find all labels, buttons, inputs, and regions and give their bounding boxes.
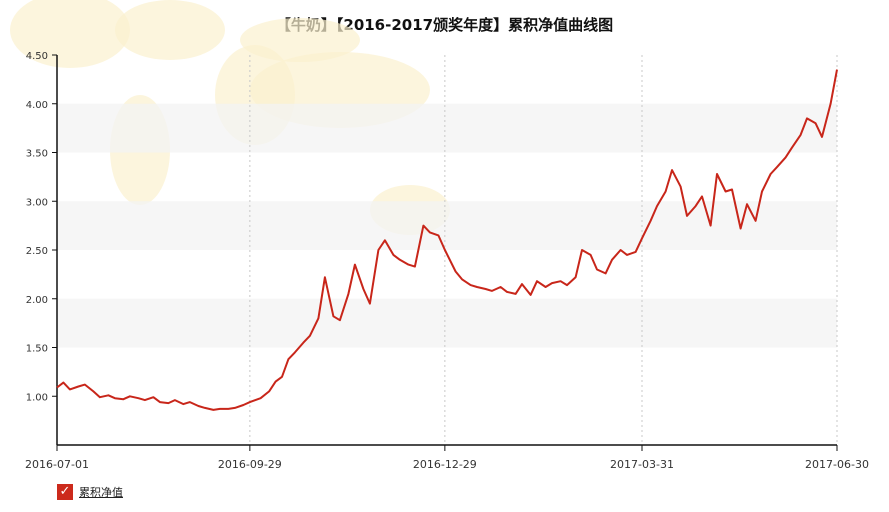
y-tick-label: 1.50: [26, 344, 48, 355]
legend-checkbox-icon[interactable]: ✓: [57, 484, 73, 500]
chart-title: 【牛奶】【2016-2017颁奖年度】累积净值曲线图: [275, 16, 614, 34]
series-line: [56, 69, 838, 411]
grid-band: [57, 103, 837, 153]
map-blob-6: [240, 18, 360, 62]
x-tick-label: 2016-09-29: [218, 458, 282, 471]
legend-label: 累积净值: [79, 486, 123, 499]
x-tick-label: 2017-03-31: [610, 458, 674, 471]
map-blob-0: [10, 0, 130, 68]
y-tick-label: 3.50: [26, 149, 48, 160]
x-tick-label: 2017-06-30: [805, 458, 869, 471]
x-tick-label: 2016-07-01: [25, 458, 89, 471]
y-tick-label: 4.50: [26, 51, 48, 62]
x-tick-label: 2016-12-29: [413, 458, 477, 471]
y-tick-label: 4.00: [26, 100, 48, 111]
grid-band: [57, 201, 837, 250]
map-blob-1: [115, 0, 225, 60]
y-tick-label: 1.00: [26, 392, 48, 403]
y-tick-label: 2.50: [26, 246, 48, 257]
legend-item-cumulative-nav[interactable]: ✓ 累积净值: [57, 484, 123, 500]
line-chart: 1.00 1.50 2.00 2.50 3.00 3.50 4.00 4.50 2016-07-…: [10, 0, 869, 471]
y-tick-label: 3.00: [26, 197, 48, 208]
grid-band: [57, 298, 837, 348]
y-tick-label: 2.00: [26, 295, 48, 306]
